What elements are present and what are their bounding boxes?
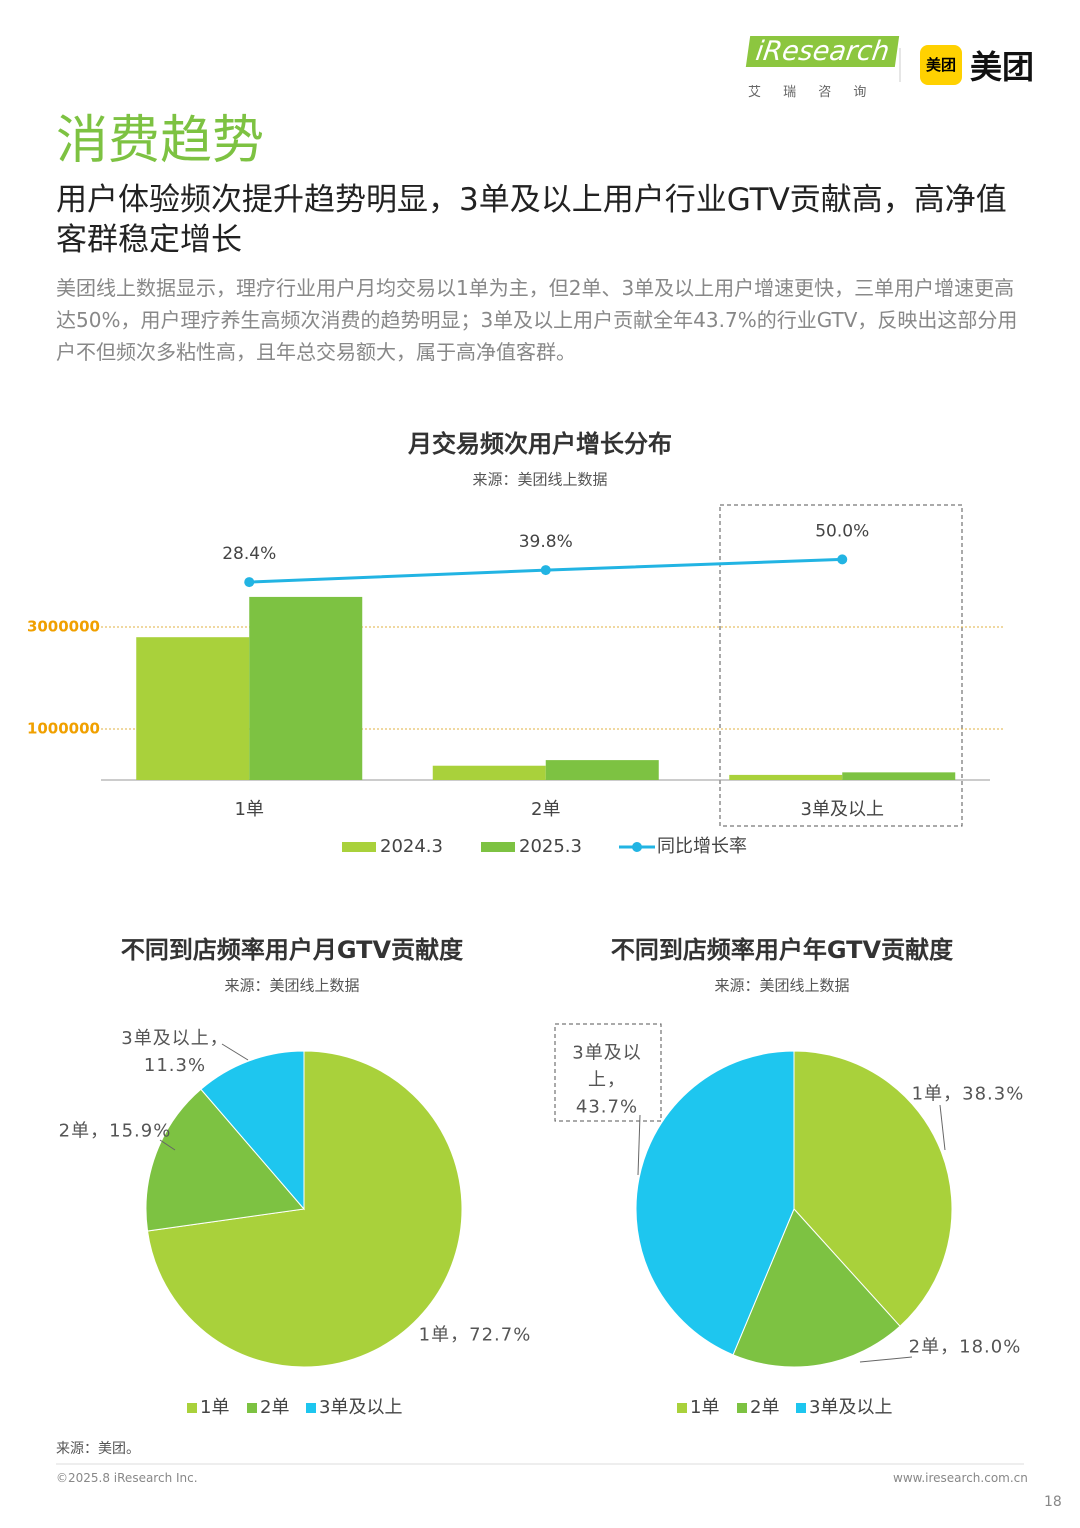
pie-label: 1单，38.3% <box>911 1083 1025 1105</box>
legend-swatch <box>306 1403 316 1413</box>
x-tick-label: 2单 <box>531 799 560 820</box>
pie-label: 2单，15.9% <box>58 1120 172 1142</box>
logo: iResearch <box>745 36 900 67</box>
body-text: 美团线上数据显示，理疗行业用户月均交易以1单为主，但2单、3单及以上用户增速更快… <box>56 276 1018 364</box>
legend-label: 2单 <box>260 1397 289 1418</box>
chart-source: 来源：美团线上数据 <box>224 977 359 995</box>
bar <box>136 637 250 780</box>
legend-swatch <box>737 1403 747 1413</box>
leader-line <box>939 1104 946 1151</box>
bar <box>842 772 956 780</box>
highlight-box <box>719 504 963 827</box>
chart-source: 来源：美团线上数据 <box>714 977 849 995</box>
line-point <box>540 565 551 576</box>
legend-label: 2单 <box>750 1397 779 1418</box>
data-label: 50.0% <box>815 521 869 541</box>
x-tick-label: 1单 <box>235 799 264 820</box>
bar <box>432 765 546 780</box>
chart-title: 不同到店频率用户年GTV贡献度 <box>611 936 954 964</box>
bar <box>545 760 659 780</box>
leader-line <box>159 1139 176 1151</box>
y-tick-label: 3000000 <box>27 618 100 636</box>
subtitle: 用户体验频次提升趋势明显，3单及以上用户行业GTV贡献高，高净值客群稳定增长 <box>56 182 1007 258</box>
pie-slice <box>635 1050 795 1356</box>
y-tick-label: 1000000 <box>27 720 100 738</box>
pie-label: 3单及以上，43.7% <box>572 1042 642 1118</box>
bar <box>249 596 363 780</box>
legend-swatch <box>247 1403 257 1413</box>
logo-sub: 艾 瑞 咨 询 <box>748 85 876 100</box>
legend-swatch <box>796 1403 806 1413</box>
legend-label: 1单 <box>690 1397 719 1418</box>
line-point <box>244 577 255 588</box>
highlight-box <box>554 1023 662 1122</box>
pie-slice <box>793 1050 953 1327</box>
x-tick-label: 3单及以上 <box>801 799 884 820</box>
legend-dot <box>632 842 642 852</box>
chart-title: 月交易频次用户增长分布 <box>407 430 672 458</box>
page-number: 18 <box>1044 1494 1062 1510</box>
partner-badge: 美团 <box>920 45 962 85</box>
bar <box>729 774 843 780</box>
chart-source: 来源：美团线上数据 <box>472 471 607 489</box>
pie-label: 3单及以上，11.3% <box>121 1028 229 1076</box>
data-label: 28.4% <box>222 544 276 564</box>
page-title: 消费趋势 <box>56 111 265 171</box>
copyright: ©2025.8 iResearch Inc. <box>56 1471 198 1485</box>
legend-label: 3单及以上 <box>319 1397 402 1418</box>
legend-swatch <box>342 842 376 852</box>
line-point <box>837 554 848 565</box>
pie-slice <box>732 1208 901 1368</box>
leader-line <box>637 1114 641 1176</box>
leader-line <box>859 1356 913 1363</box>
legend-label: 同比增长率 <box>657 836 747 857</box>
chart-title: 不同到店频率用户月GTV贡献度 <box>121 936 464 964</box>
partner: 美团 <box>970 48 1035 86</box>
source-note: 来源：美团。 <box>56 1441 140 1457</box>
legend-label: 3单及以上 <box>809 1397 892 1418</box>
legend-label: 2024.3 <box>380 836 443 857</box>
pie-slice <box>200 1050 305 1211</box>
legend-label: 1单 <box>200 1397 229 1418</box>
pie-label: 1单，72.7% <box>418 1324 532 1346</box>
legend-swatch <box>187 1403 197 1413</box>
pie-slice <box>146 1050 463 1368</box>
leader-line <box>221 1043 249 1061</box>
legend-swatch <box>481 842 515 852</box>
legend-swatch <box>677 1403 687 1413</box>
pie-slice <box>145 1088 305 1232</box>
site: www.iresearch.com.cn <box>893 1471 1028 1485</box>
legend-label: 2025.3 <box>519 836 582 857</box>
pie-label: 2单，18.0% <box>908 1336 1022 1358</box>
data-label: 39.8% <box>519 532 573 552</box>
